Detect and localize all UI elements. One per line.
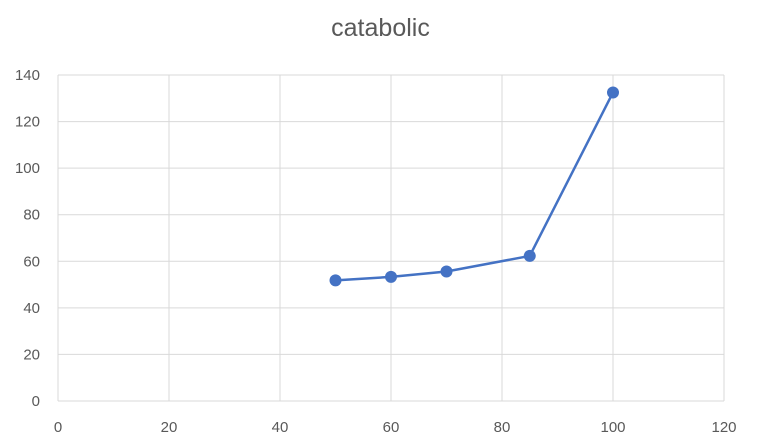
data-point <box>440 265 453 278</box>
x-tick-label: 80 <box>494 419 511 436</box>
y-tick-label: 140 <box>15 67 40 84</box>
y-tick-label: 0 <box>32 393 40 410</box>
data-point <box>385 270 397 283</box>
data-series <box>329 86 619 287</box>
y-tick-label: 80 <box>23 207 40 224</box>
x-tick-label: 20 <box>161 419 178 436</box>
chart-title: catabolic <box>331 14 430 42</box>
data-point <box>329 274 342 287</box>
x-tick-label: 0 <box>54 419 62 436</box>
gridlines <box>57 74 725 402</box>
y-tick-label: 20 <box>23 346 40 363</box>
x-tick-label: 120 <box>711 419 736 436</box>
x-tick-label: 60 <box>383 419 400 436</box>
y-tick-label: 60 <box>23 253 40 270</box>
data-point <box>607 86 619 99</box>
x-tick-label: 100 <box>600 419 625 436</box>
y-tick-label: 100 <box>15 160 40 177</box>
tick-labels: 0 20 40 60 80 100 120 140 0 20 40 60 80 100 120 <box>15 67 737 436</box>
series-line <box>335 91 615 282</box>
x-tick-label: 40 <box>272 419 289 436</box>
y-tick-label: 40 <box>23 300 40 317</box>
data-point <box>523 249 536 262</box>
y-tick-label: 120 <box>15 114 40 131</box>
